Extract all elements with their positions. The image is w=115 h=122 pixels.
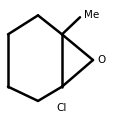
Text: Cl: Cl [56,103,67,113]
Text: O: O [96,55,104,65]
Text: Me: Me [83,10,98,20]
